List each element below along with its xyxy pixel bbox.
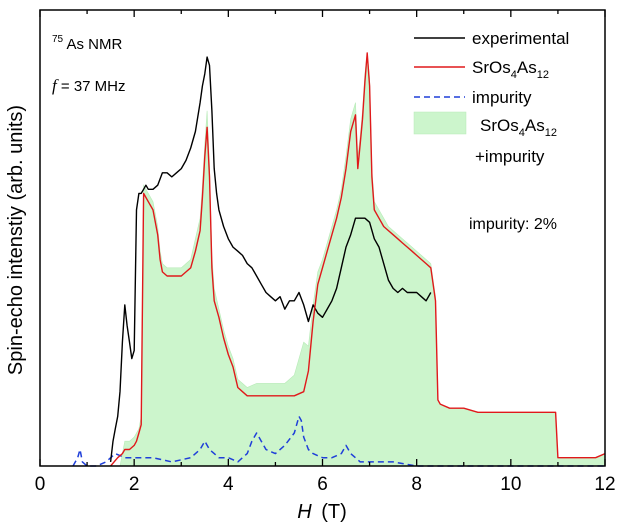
impurity-fraction-annotation: impurity: 2% xyxy=(469,216,557,233)
legend-model-as: As xyxy=(517,58,537,77)
legend-combined-sros: SrOs xyxy=(480,116,519,135)
series-model-line xyxy=(110,52,606,467)
x-tick-label-4: 4 xyxy=(223,474,234,495)
legend-label-model: SrOs4As12 xyxy=(472,58,549,81)
y-axis-label: Spin-echo intenstiy (arb. units) xyxy=(5,105,27,375)
series-layer xyxy=(72,52,606,467)
legend-combined-as: As xyxy=(525,116,545,135)
tick-layer: 0 2 4 6 8 10 12 xyxy=(35,10,616,495)
nucleus-annotation: 75 As NMR xyxy=(52,29,122,53)
frequency-value: = 37 MHz xyxy=(61,78,126,95)
legend-label-experimental: experimental xyxy=(472,29,569,48)
legend-label-combined-impurity: +impurity xyxy=(475,147,545,166)
frequency-annotation: f = 37 MHz xyxy=(52,76,126,95)
legend-combined-sub4: 4 xyxy=(519,127,525,139)
series-experimental-line xyxy=(109,56,432,462)
x-tick-label-10: 10 xyxy=(500,474,521,495)
legend: experimental SrOs4As12 impurity SrOs4As1… xyxy=(413,29,569,166)
nucleus-text: As NMR xyxy=(66,36,122,53)
x-tick-label-0: 0 xyxy=(35,474,46,495)
x-axis-label: H (T) xyxy=(297,501,347,523)
legend-model-sub12: 12 xyxy=(537,69,549,81)
legend-label-combined: SrOs4As12 xyxy=(480,116,557,139)
legend-combined-sub12: 12 xyxy=(545,127,557,139)
legend-model-sub4: 4 xyxy=(511,69,517,81)
x-tick-label-6: 6 xyxy=(317,474,328,495)
x-axis-unit: (T) xyxy=(321,501,347,523)
x-axis-variable: H xyxy=(297,501,312,523)
x-tick-label-12: 12 xyxy=(594,474,615,495)
x-tick-label-2: 2 xyxy=(129,474,140,495)
legend-label-impurity: impurity xyxy=(472,88,532,107)
x-tick-label-8: 8 xyxy=(411,474,422,495)
nucleus-superscript: 75 xyxy=(52,34,64,45)
frequency-variable: f xyxy=(52,76,59,95)
legend-model-sros: SrOs xyxy=(472,58,511,77)
legend-swatch-combined xyxy=(413,111,467,135)
